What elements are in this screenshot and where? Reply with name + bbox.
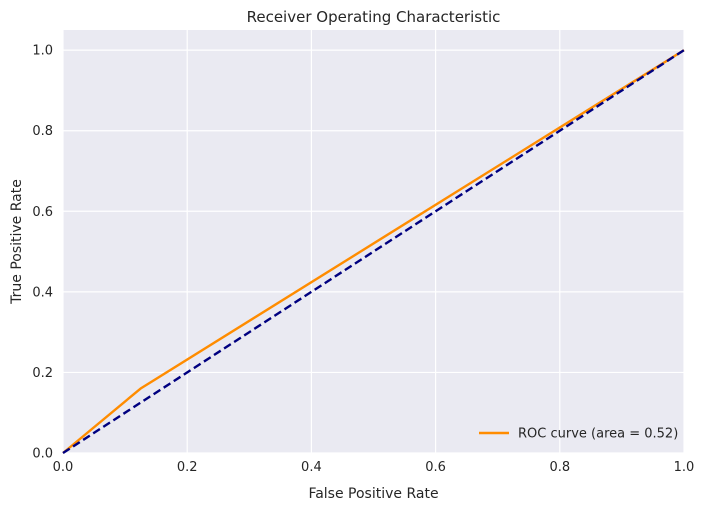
y-tick-label: 1.0 — [32, 44, 53, 59]
x-tick-label: 0.2 — [177, 460, 198, 475]
x-tick-label: 0.0 — [53, 460, 74, 475]
legend-label: ROC curve (area = 0.52) — [518, 427, 678, 442]
y-tick-label: 0.6 — [32, 205, 53, 220]
x-tick-label: 0.6 — [425, 460, 446, 475]
roc-curve-line — [62, 49, 685, 454]
y-axis-ticks: 0.0 0.2 0.4 0.6 0.8 1.0 — [32, 44, 53, 462]
chance-diagonal-line — [62, 49, 685, 455]
x-axis-ticks: 0.0 0.2 0.4 0.6 0.8 1.0 — [53, 460, 695, 475]
x-axis-label: False Positive Rate — [308, 486, 438, 502]
y-tick-label: 0.0 — [32, 447, 53, 462]
y-axis-label: True Positive Rate — [9, 179, 25, 305]
x-tick-label: 0.4 — [301, 460, 322, 475]
x-tick-label: 1.0 — [674, 460, 695, 475]
plot-area — [63, 30, 684, 453]
y-tick-label: 0.4 — [32, 285, 53, 300]
x-tick-label: 0.8 — [549, 460, 570, 475]
legend: ROC curve (area = 0.52) — [479, 427, 678, 442]
y-tick-label: 0.2 — [32, 366, 53, 381]
chart-title: Receiver Operating Characteristic — [247, 8, 501, 26]
y-tick-label: 0.8 — [32, 124, 53, 139]
grid — [62, 30, 685, 454]
series-layer — [62, 49, 685, 455]
